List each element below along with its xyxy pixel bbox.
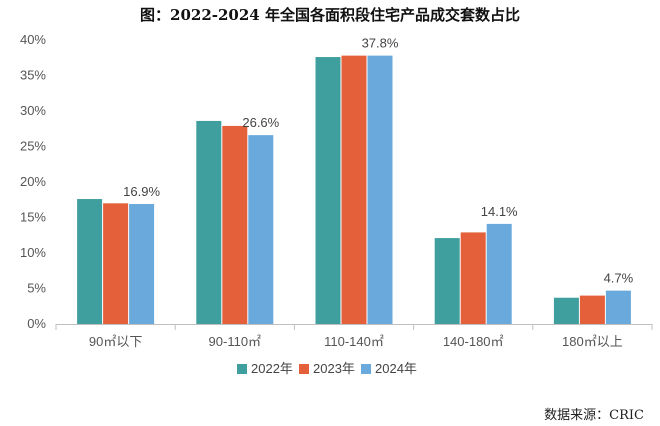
y-tick-label: 30% [20,103,46,118]
bar-2023年-4 [579,295,605,324]
bar-2022年-1 [196,120,222,324]
bar-2022年-0 [77,199,103,324]
bar-2024年-2 [367,55,393,325]
y-tick-label: 40% [20,32,46,47]
data-label: 14.1% [481,204,518,219]
y-tick-label: 35% [20,68,46,83]
x-axis: 90㎡以下 90-110㎡ 110-140㎡ 140-180㎡ 180㎡以上 [55,324,653,349]
bar-2024年-1 [248,135,274,324]
bar-2024年-3 [486,223,512,324]
x-tick-label: 90-110㎡ [209,334,262,349]
data-label: 26.6% [242,115,279,130]
x-tick-label: 140-180㎡ [443,334,504,349]
legend-swatch [299,364,309,374]
legend-label: 2024年 [375,361,417,376]
bar-2022年-3 [434,238,460,324]
legend: 2022年 2023年 2024年 [237,361,417,376]
bar-2022年-4 [553,297,579,324]
bar-2023年-1 [222,125,248,324]
bars [77,55,631,325]
y-tick-label: 25% [20,139,46,154]
bar-2024年-0 [129,204,155,324]
bar-2023年-3 [460,232,486,324]
legend-swatch [361,364,371,374]
y-tick-label: 15% [20,210,46,225]
y-tick-label: 0% [27,316,46,331]
legend-swatch [237,364,247,374]
y-tick-label: 10% [20,245,46,260]
legend-label: 2022年 [251,361,293,376]
y-axis: 0% 5% 10% 15% 20% 25% 30% 35% 40% [20,32,46,331]
bar-2023年-0 [103,203,129,324]
data-labels: 16.9% 26.6% 37.8% 14.1% 4.7% [123,36,633,286]
x-tick-label: 110-140㎡ [324,334,384,349]
x-tick-label: 180㎡以上 [562,334,623,349]
bar-2024年-4 [605,290,631,324]
legend-label: 2023年 [313,361,355,376]
data-label: 16.9% [123,184,160,199]
bar-2023年-2 [341,55,367,325]
y-tick-label: 20% [20,174,46,189]
data-label: 4.7% [604,271,634,286]
x-tick-label: 90㎡以下 [89,334,142,349]
source-note: 数据来源：CRIC [544,408,644,423]
data-label: 37.8% [362,36,399,51]
chart-title: 图：2022-2024 年全国各面积段住宅产品成交套数占比 [140,6,520,24]
y-tick-label: 5% [27,281,46,296]
bar-2022年-2 [315,57,341,324]
